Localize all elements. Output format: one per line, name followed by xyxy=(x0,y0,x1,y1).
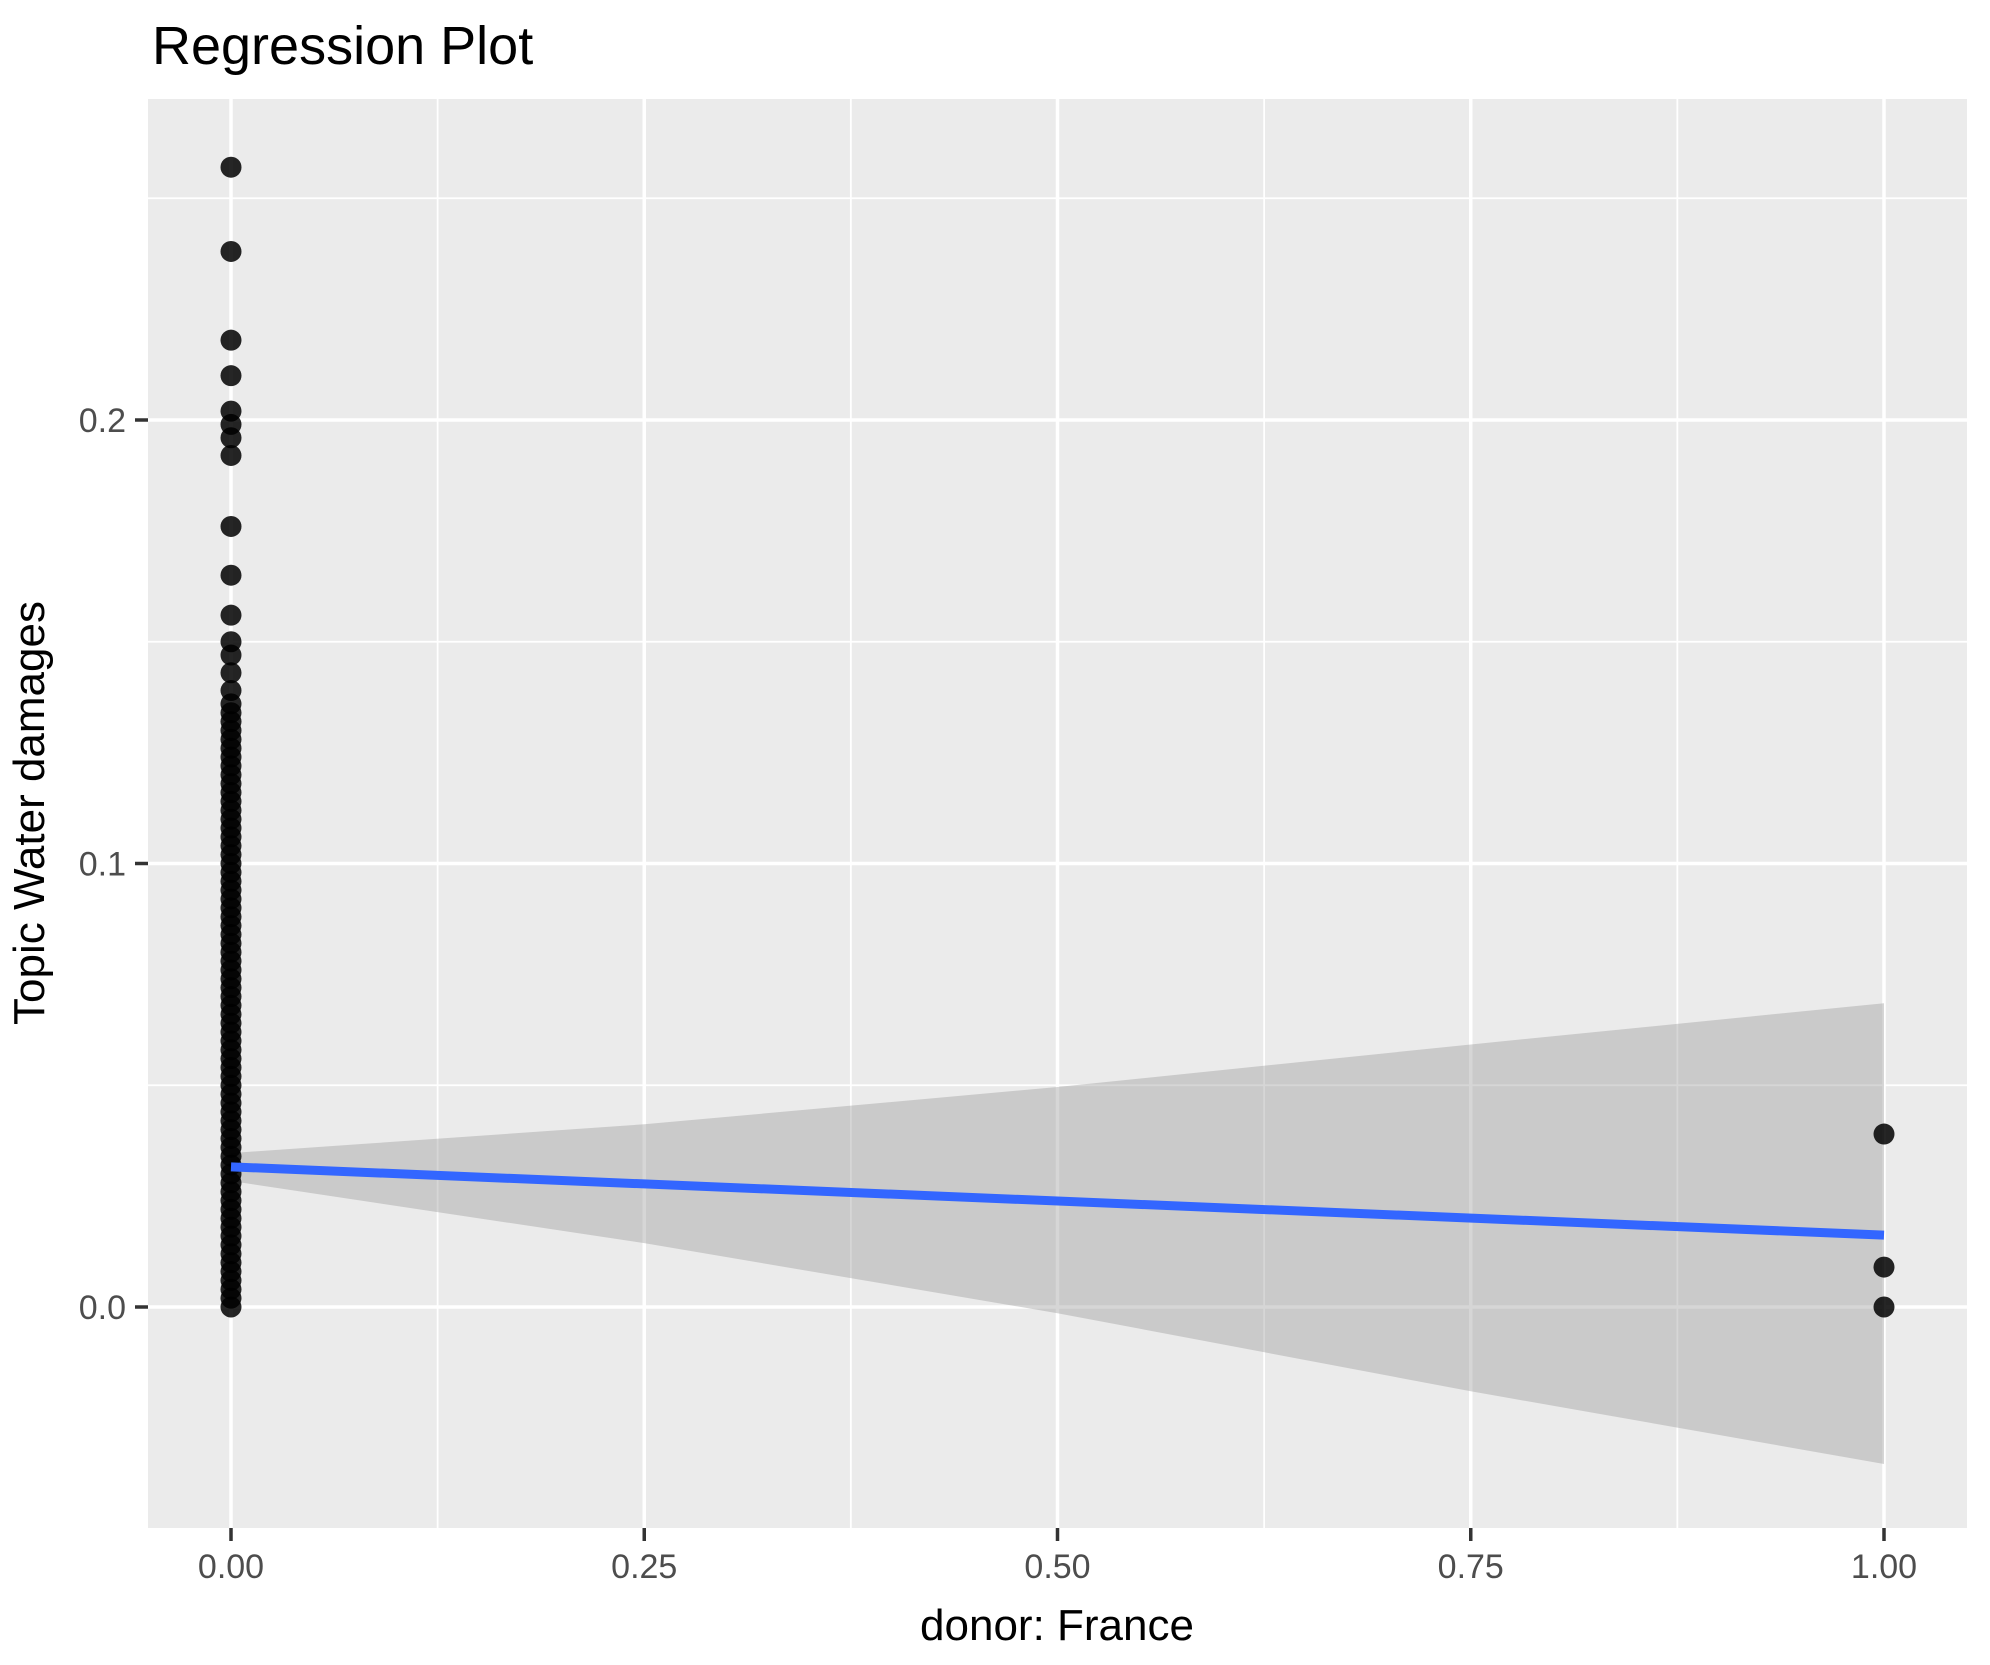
confidence-band-layer xyxy=(231,1003,1884,1464)
data-points-layer xyxy=(220,156,1895,1318)
x-tick-label: 1.00 xyxy=(1851,1548,1917,1586)
data-point xyxy=(220,427,242,449)
data-point xyxy=(1873,1123,1895,1145)
data-point xyxy=(220,365,242,387)
confidence-band xyxy=(231,1003,1884,1464)
data-point xyxy=(1873,1256,1895,1278)
y-tick-label: 0.1 xyxy=(79,846,126,884)
data-point xyxy=(220,156,242,178)
data-point xyxy=(220,662,242,684)
data-point xyxy=(220,240,242,262)
x-tick-label: 0.00 xyxy=(198,1548,264,1586)
data-point xyxy=(220,1296,242,1318)
chart-title: Regression Plot xyxy=(152,16,533,76)
regression-line xyxy=(230,1162,1885,1240)
y-axis-title: Topic Water damages xyxy=(5,601,54,1025)
axis-ticks-layer xyxy=(135,418,1886,1541)
tick-labels-layer: 0.00 0.25 0.50 0.75 1.00 0.0 0.1 0.2 xyxy=(79,402,1917,1586)
data-point xyxy=(220,515,242,537)
y-tick-label: 0.2 xyxy=(79,402,126,440)
data-point xyxy=(1873,1296,1895,1318)
x-tick-label: 0.75 xyxy=(1438,1548,1504,1586)
regression-line-layer xyxy=(230,1162,1885,1240)
data-point xyxy=(220,564,242,586)
x-tick-label: 0.50 xyxy=(1024,1548,1090,1586)
data-point xyxy=(220,444,242,466)
x-tick-label: 0.25 xyxy=(611,1548,677,1586)
y-tick-label: 0.0 xyxy=(79,1289,126,1327)
x-axis-title: donor: France xyxy=(920,1601,1194,1650)
data-point xyxy=(220,329,242,351)
data-point xyxy=(220,644,242,666)
data-point xyxy=(220,604,242,626)
